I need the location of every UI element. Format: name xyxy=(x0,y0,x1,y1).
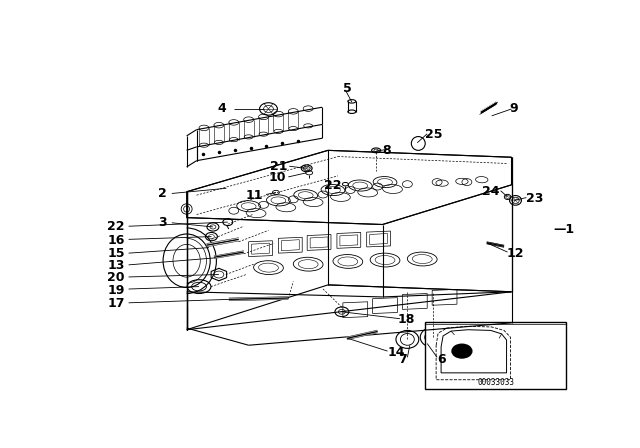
Text: 14: 14 xyxy=(388,346,405,359)
Text: 13: 13 xyxy=(108,259,125,272)
Text: 17: 17 xyxy=(107,297,125,310)
Text: 18: 18 xyxy=(397,313,415,326)
Text: 12: 12 xyxy=(507,247,524,260)
Text: 21: 21 xyxy=(270,160,287,173)
Text: 22: 22 xyxy=(107,220,125,233)
Text: 10: 10 xyxy=(268,172,286,185)
Text: 24: 24 xyxy=(482,185,499,198)
Bar xyxy=(425,322,566,389)
Text: —1: —1 xyxy=(554,223,575,236)
Circle shape xyxy=(452,344,472,358)
Text: 25: 25 xyxy=(425,128,442,141)
Text: 5: 5 xyxy=(343,82,351,95)
Text: 15: 15 xyxy=(107,247,125,260)
Text: 00033033: 00033033 xyxy=(477,379,514,388)
Text: 20: 20 xyxy=(107,271,125,284)
Text: 9: 9 xyxy=(509,103,518,116)
Text: 11: 11 xyxy=(246,189,264,202)
Text: 4: 4 xyxy=(218,103,227,116)
Text: 22: 22 xyxy=(324,179,342,192)
Text: 7: 7 xyxy=(399,353,408,366)
Text: 6: 6 xyxy=(437,353,445,366)
Text: 8: 8 xyxy=(383,144,391,157)
Text: 23: 23 xyxy=(527,192,544,205)
Text: 19: 19 xyxy=(108,284,125,297)
Text: 16: 16 xyxy=(108,233,125,246)
Text: 3: 3 xyxy=(158,216,167,229)
Text: 2: 2 xyxy=(158,187,167,200)
